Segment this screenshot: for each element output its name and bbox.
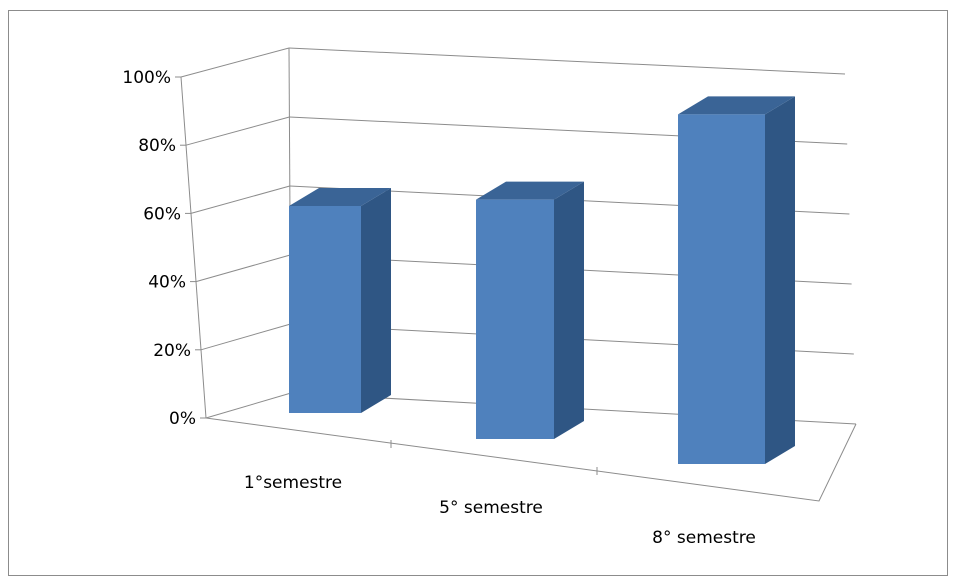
y-tick-label: 40%	[148, 273, 186, 293]
bar	[476, 199, 554, 439]
y-tick-label: 60%	[143, 204, 181, 224]
bar	[289, 206, 361, 413]
bar-top	[289, 188, 391, 206]
bar-side	[765, 96, 795, 465]
gridline-side	[200, 323, 291, 351]
gridline-side	[195, 254, 291, 283]
y-tick-label: 20%	[153, 341, 191, 361]
bar	[678, 114, 765, 465]
bar-side	[554, 181, 584, 439]
floor-edge	[205, 417, 857, 502]
x-tick-label: 5° semestre	[439, 498, 543, 518]
chart-frame: 0% 20% 40% 60% 80% 100% 1°semestre 5° semestre 8…	[8, 10, 948, 576]
chart-plot: 0% 20% 40% 60% 80% 100% 1°semestre 5° semestre 8…	[122, 47, 857, 548]
bar-top	[476, 181, 584, 200]
gridline-side	[190, 185, 290, 214]
y-axis-line	[180, 76, 207, 419]
y-tick-label: 0%	[169, 409, 196, 429]
y-tick-label: 80%	[138, 136, 176, 156]
x-tick-label: 1°semestre	[244, 473, 342, 493]
x-tick-label: 8° semestre	[652, 528, 756, 548]
y-tick-label: 100%	[122, 68, 171, 88]
gridline-side	[205, 392, 292, 419]
gridline-side	[185, 116, 290, 146]
gridline	[288, 47, 846, 75]
gridline-side	[180, 47, 290, 78]
bar-side	[361, 188, 391, 413]
bar-top	[678, 96, 795, 115]
